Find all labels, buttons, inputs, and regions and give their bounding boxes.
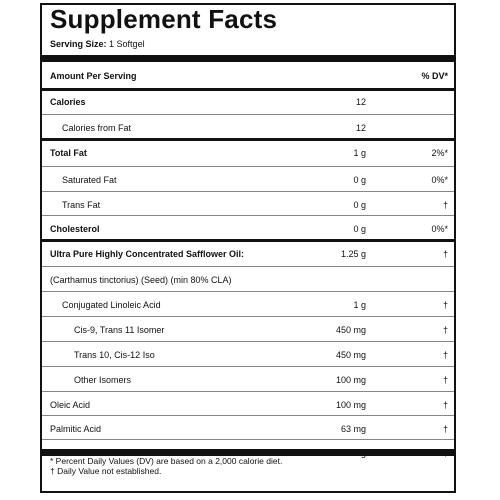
nutrient-name: Cis-9, Trans 11 Isomer <box>74 325 165 335</box>
nutrient-dv: † <box>442 300 448 310</box>
nutrient-amount: 100 mg <box>335 400 366 410</box>
serving-size: Serving Size: 1 Softgel <box>50 39 145 49</box>
serving-size-label: Serving Size: <box>50 39 107 49</box>
nutrient-name: Saturated Fat <box>62 175 117 185</box>
nutrient-row: Trans 10, Cis-12 Iso 450 mg † <box>42 341 454 366</box>
nutrient-amount: 0 g <box>353 175 366 185</box>
nutrient-row: Cholesterol 0 g 0%* <box>42 215 454 240</box>
nutrient-row: Cis-9, Trans 11 Isomer 450 mg † <box>42 316 454 341</box>
nutrient-row: Trans Fat 0 g † <box>42 191 454 216</box>
nutrient-amount: 0 g <box>353 200 366 210</box>
supplement-facts-panel: Supplement Facts Serving Size: 1 Softgel… <box>40 3 456 493</box>
nutrient-name: Trans 10, Cis-12 Iso <box>74 350 155 360</box>
serving-size-value: 1 Softgel <box>109 39 145 49</box>
daily-value-header: % DV* <box>421 71 448 81</box>
nutrient-dv: 2%* <box>431 148 448 158</box>
nutrient-name: Trans Fat <box>62 200 101 210</box>
nutrient-row: Calories from Fat 12 <box>42 114 454 139</box>
nutrient-amount: 0 g <box>353 224 366 234</box>
section-divider <box>42 138 454 141</box>
nutrient-dv: † <box>442 200 448 210</box>
amount-per-serving-header: Amount Per Serving <box>50 71 137 81</box>
nutrient-amount: 12 <box>355 97 366 107</box>
nutrient-row: Calories 12 <box>42 89 454 113</box>
nutrient-name: Cholesterol <box>50 224 100 234</box>
nutrient-row: Ultra Pure Highly Concentrated Safflower… <box>42 239 454 265</box>
nutrient-name: Conjugated Linoleic Acid <box>62 300 161 310</box>
nutrient-amount: 63 mg <box>340 424 366 434</box>
nutrient-name: (Carthamus tinctorius) (Seed) (min 80% C… <box>50 275 232 285</box>
nutrient-dv: † <box>442 424 448 434</box>
nutrient-amount: 12 <box>355 123 366 133</box>
top-divider <box>42 55 454 62</box>
nutrient-row: Oleic Acid 100 mg † <box>42 391 454 416</box>
panel-title: Supplement Facts <box>50 4 278 34</box>
nutrient-row: Other Isomers 100 mg † <box>42 366 454 391</box>
nutrient-row: Saturated Fat 0 g 0%* <box>42 166 454 191</box>
nutrient-amount: 1 g <box>353 300 366 310</box>
footnote-dagger: † Daily Value not established. <box>50 466 162 476</box>
nutrient-name: Palmitic Acid <box>50 424 102 434</box>
nutrient-dv: † <box>442 375 448 385</box>
nutrient-name: Calories <box>50 97 86 107</box>
nutrient-name: Calories from Fat <box>62 123 132 133</box>
nutrient-name: Oleic Acid <box>50 400 91 410</box>
nutrient-row: Conjugated Linoleic Acid 1 g † <box>42 291 454 316</box>
nutrient-dv: † <box>442 400 448 410</box>
nutrient-dv: † <box>442 325 448 335</box>
footnote-dv: * Percent Daily Values (DV) are based on… <box>50 456 283 466</box>
nutrient-name: Ultra Pure Highly Concentrated Safflower… <box>50 249 245 259</box>
nutrient-amount: 100 mg <box>335 375 366 385</box>
nutrient-row: Total Fat 1 g 2%* <box>42 138 454 164</box>
nutrient-row: Palmitic Acid 63 mg † <box>42 415 454 440</box>
nutrient-dv: 0%* <box>431 175 448 185</box>
header-divider <box>42 88 454 91</box>
bottom-divider <box>42 449 454 456</box>
nutrient-dv: 0%* <box>431 224 448 234</box>
nutrient-amount: 1.25 g <box>340 249 366 259</box>
nutrient-dv: † <box>442 249 448 259</box>
nutrient-name: Total Fat <box>50 148 87 158</box>
section-divider <box>42 239 454 242</box>
nutrient-amount: 1 g <box>353 148 366 158</box>
nutrient-dv: † <box>442 350 448 360</box>
nutrient-row: (Carthamus tinctorius) (Seed) (min 80% C… <box>42 266 454 291</box>
nutrient-amount: 450 mg <box>335 325 366 335</box>
nutrient-name: Other Isomers <box>74 375 132 385</box>
nutrient-amount: 450 mg <box>335 350 366 360</box>
